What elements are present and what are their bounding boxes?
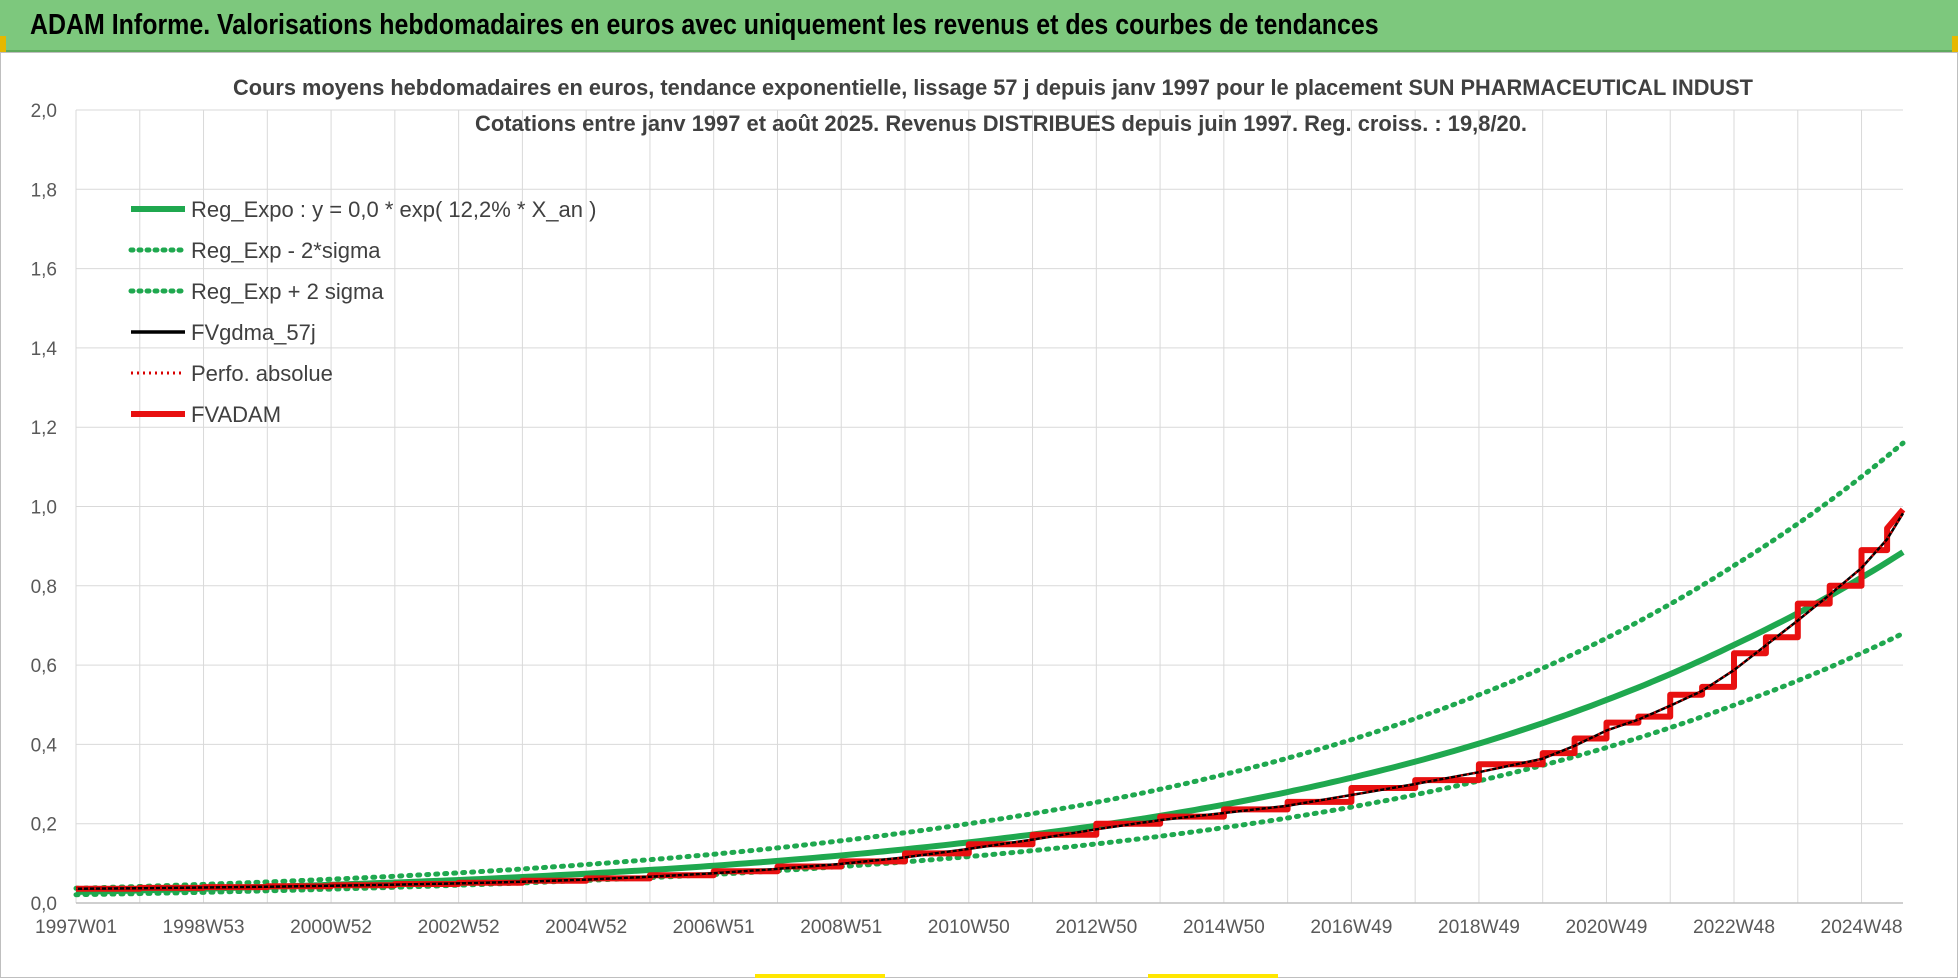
series-fvadam xyxy=(76,507,1906,892)
header-corner-right xyxy=(1952,36,1958,52)
chart-area: 0,0 0,2 0,4 0,6 0,8 1,0 1,2 1,4 1,6 1,8 2,0 1997W01… xyxy=(0,52,1958,978)
x-tick-label: 2008W51 xyxy=(800,917,882,938)
series-reg-exp-minus-2sigma xyxy=(73,630,1906,898)
y-tick-label: 0,8 xyxy=(31,577,57,598)
series-perfo-absolue xyxy=(75,512,1904,890)
x-tick-label: 2002W52 xyxy=(418,917,500,938)
y-tick-label: 1,4 xyxy=(31,339,58,360)
series-group xyxy=(73,440,1906,898)
chart-title-line-1: Cours moyens hebdomadaires en euros, ten… xyxy=(233,75,1754,100)
x-tick-label: 2004W52 xyxy=(545,917,627,938)
chart: 0,0 0,2 0,4 0,6 0,8 1,0 1,2 1,4 1,6 1,8 2,0 1997W01… xyxy=(31,75,1906,938)
y-tick-label: 0,6 xyxy=(31,656,57,677)
y-tick-label: 0,0 xyxy=(31,894,57,915)
y-tick-label: 0,4 xyxy=(31,735,58,756)
grid xyxy=(75,109,1903,904)
x-tick-label: 2012W50 xyxy=(1055,917,1137,938)
x-tick-label: 2022W48 xyxy=(1693,917,1775,938)
x-tick-label: 1998W53 xyxy=(163,917,245,938)
x-tick-label: 2020W49 xyxy=(1565,917,1647,938)
x-tick-label: 1997W01 xyxy=(35,917,117,938)
x-tick-label: 2018W49 xyxy=(1438,917,1520,938)
y-tick-label: 0,2 xyxy=(31,815,57,836)
y-tick-label: 1,6 xyxy=(31,260,57,281)
legend-label: FVgdma_57j xyxy=(191,320,316,345)
y-tick-label: 1,2 xyxy=(31,418,57,439)
chart-title-line-2: Cotations entre janv 1997 et août 2025. … xyxy=(475,111,1527,136)
y-tick-label: 2,0 xyxy=(31,101,57,122)
y-tick-label: 1,0 xyxy=(31,498,57,519)
legend: Reg_Expo : y = 0,0 * exp( 12,2% * X_an )… xyxy=(128,197,596,427)
series-fvgdma-57j xyxy=(75,512,1905,890)
x-tick-label: 2000W52 xyxy=(290,917,372,938)
y-tick-label: 1,8 xyxy=(31,180,57,201)
x-tick-label: 2010W50 xyxy=(928,917,1010,938)
axis-ticks: 0,0 0,2 0,4 0,6 0,8 1,0 1,2 1,4 1,6 1,8 2,0 1997W01… xyxy=(31,101,1903,938)
x-tick-label: 2024W48 xyxy=(1821,917,1903,938)
x-tick-label: 2006W51 xyxy=(673,917,755,938)
legend-label: Reg_Exp + 2 sigma xyxy=(191,279,384,304)
x-tick-label: 2014W50 xyxy=(1183,917,1265,938)
legend-label: Reg_Exp - 2*sigma xyxy=(191,238,381,263)
legend-label: Perfo. absolue xyxy=(191,361,333,386)
legend-label: Reg_Expo : y = 0,0 * exp( 12,2% * X_an ) xyxy=(191,197,596,222)
bottom-accent-1 xyxy=(755,974,885,978)
legend-label: FVADAM xyxy=(191,402,281,427)
bottom-accent-2 xyxy=(1148,974,1278,978)
header-corner-left xyxy=(0,36,6,52)
report-title: ADAM Informe. Valorisations hebdomadaire… xyxy=(30,9,1379,41)
x-tick-label: 2016W49 xyxy=(1310,917,1392,938)
series-reg-exp-plus-2sigma xyxy=(73,440,1906,891)
report-header: ADAM Informe. Valorisations hebdomadaire… xyxy=(0,0,1958,52)
